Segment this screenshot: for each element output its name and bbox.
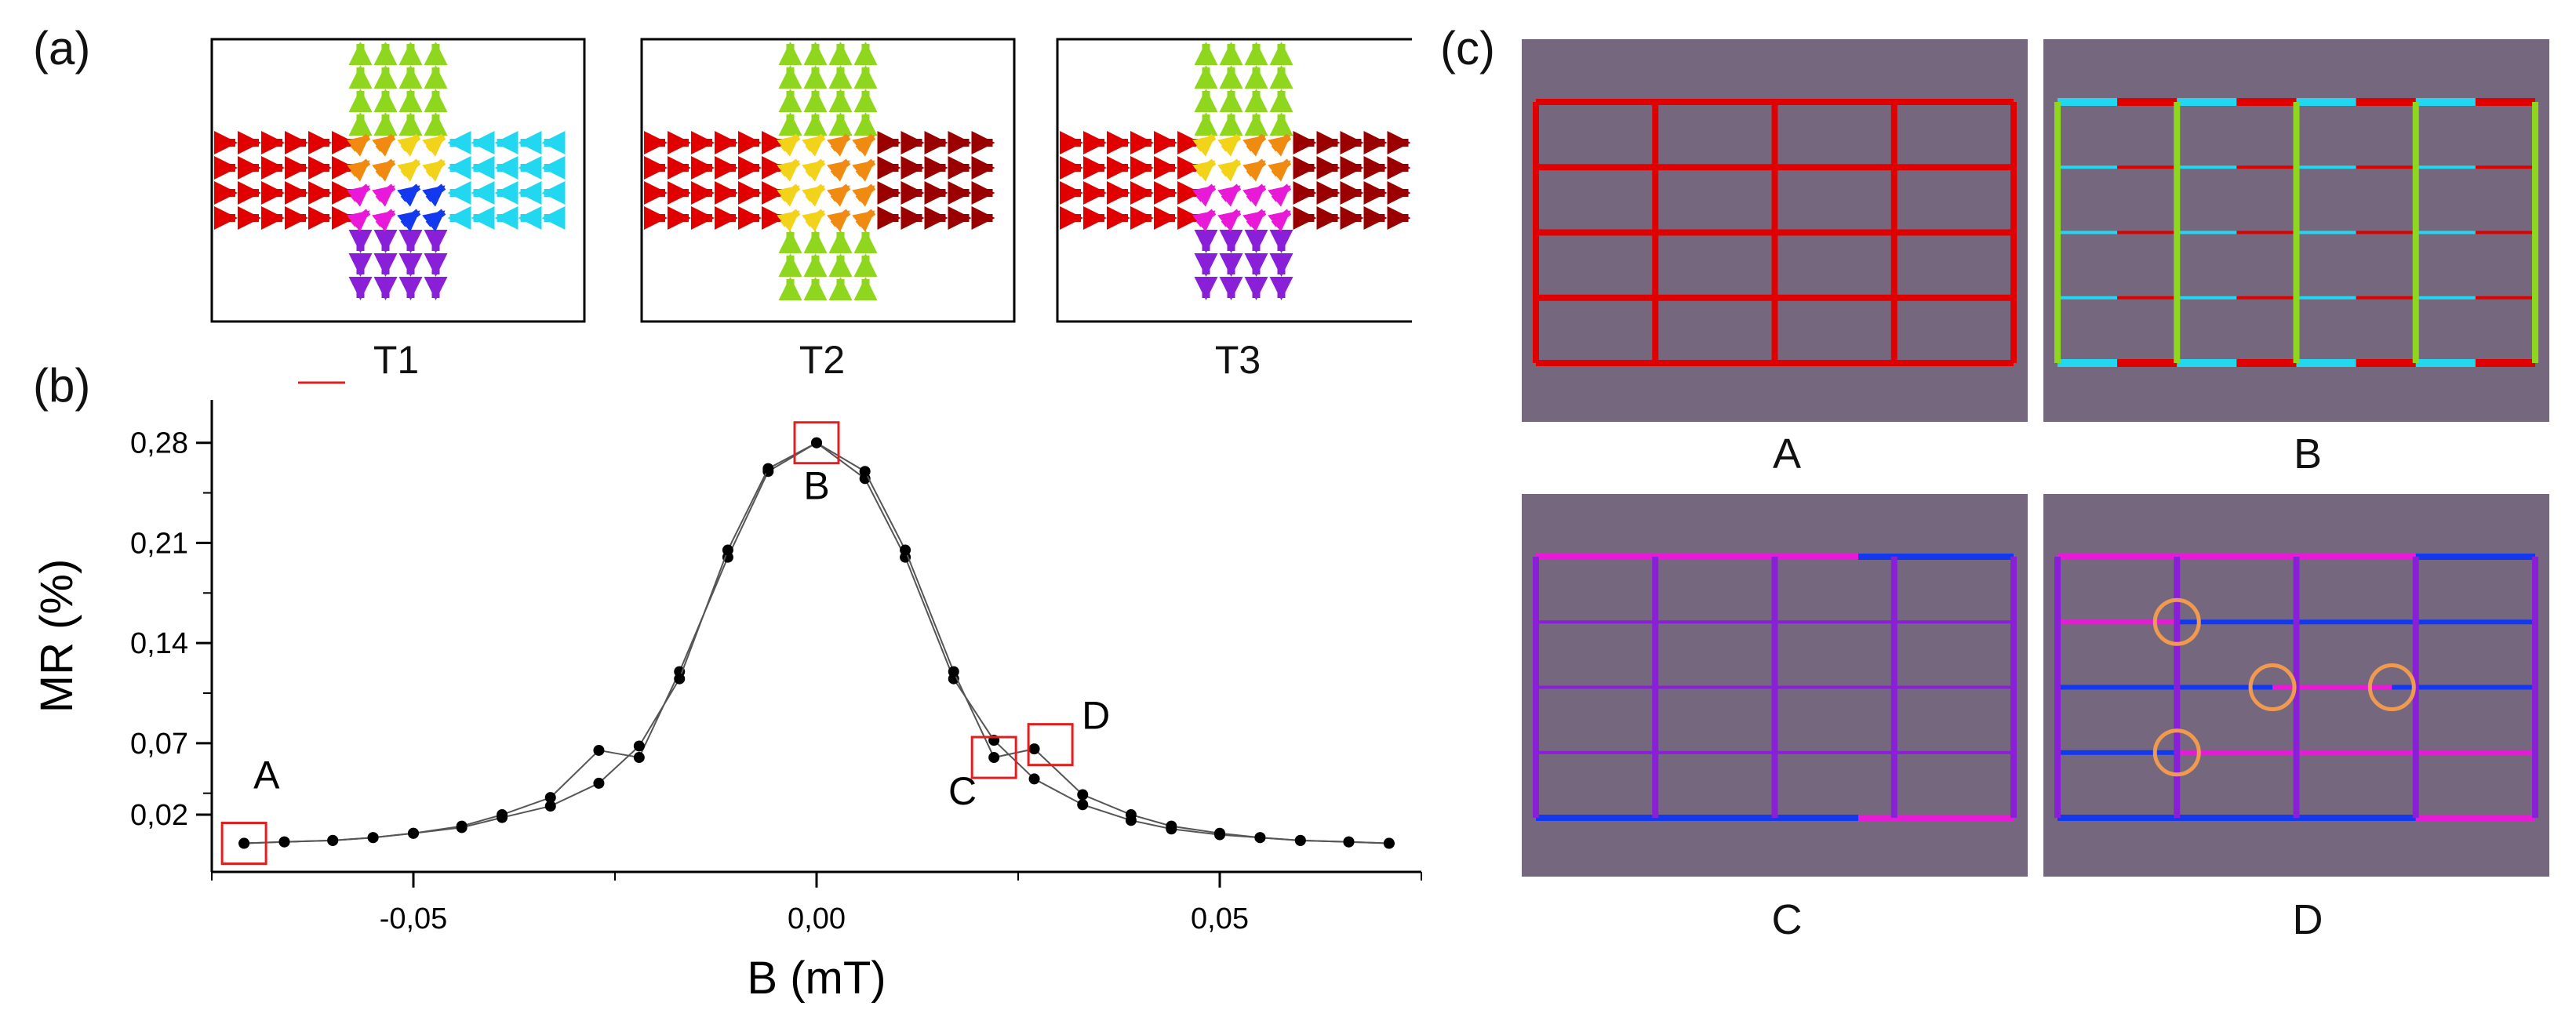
annotation-box-A — [220, 822, 267, 866]
data-point — [722, 544, 733, 556]
lattice-C — [1522, 494, 2028, 877]
data-point — [278, 836, 290, 848]
y-tick-label: 0,02 — [130, 799, 188, 832]
lattice-D — [2043, 494, 2549, 877]
grid-label-D: D — [2292, 896, 2323, 943]
grid-label-C: C — [1771, 896, 1803, 943]
data-point — [1383, 837, 1395, 849]
data-point — [408, 827, 419, 839]
data-point — [988, 752, 1000, 764]
data-point — [497, 812, 508, 823]
annotation-box-C — [970, 735, 1017, 779]
data-point — [900, 544, 911, 556]
defect-circle — [2152, 728, 2201, 777]
y-tick-label: 0,28 — [130, 427, 188, 460]
y-tick-label: 0,21 — [130, 527, 188, 560]
data-point — [948, 666, 959, 677]
data-point — [367, 832, 379, 844]
data-point — [327, 834, 339, 846]
x-axis-label: B (mT) — [747, 953, 886, 1004]
x-tick-label: 0,00 — [788, 902, 846, 935]
mr-chart: -0,05 0,00 0,05 0,02 0,07 0,14 0,21 0,28 B (mT) M… — [31, 381, 1422, 1004]
defect-circle — [2367, 663, 2416, 711]
data-point — [593, 744, 605, 756]
panel-label-b: (b) — [33, 359, 91, 412]
data-point — [1077, 789, 1089, 801]
grid-label-B: B — [2293, 430, 2323, 478]
data-point — [1028, 743, 1040, 755]
annotation-box-D — [1027, 723, 1074, 767]
y-tick-label: 0,07 — [130, 728, 188, 761]
data-point — [456, 822, 468, 833]
data-point — [633, 752, 645, 764]
annotation-label-D: D — [1082, 694, 1110, 738]
x-tick-label: -0,05 — [380, 902, 448, 935]
data-point — [544, 792, 556, 804]
label-T1: T1 — [373, 338, 420, 382]
snapshot-T1 — [210, 38, 586, 323]
data-point — [1294, 834, 1306, 846]
data-point — [674, 673, 686, 685]
data-point — [1028, 773, 1040, 785]
data-point — [593, 777, 605, 789]
annotation-box-B — [793, 421, 840, 465]
data-point — [1343, 836, 1355, 848]
panel-label-a: (a) — [33, 22, 91, 74]
data-point — [544, 801, 556, 812]
grid-label-A: A — [1772, 430, 1802, 478]
y-axis-label: MR (%) — [31, 559, 82, 714]
data-point — [1125, 809, 1137, 821]
y-tick-label: 0,14 — [130, 627, 188, 660]
panel-a-figure — [210, 38, 1412, 323]
data-point — [1166, 820, 1177, 832]
lattice-B — [2043, 39, 2549, 422]
snapshot-T2 — [640, 38, 1016, 323]
label-T2: T2 — [799, 338, 846, 382]
data-point — [859, 466, 871, 478]
data-point — [811, 437, 822, 448]
defect-circle — [2152, 597, 2201, 646]
data-point — [238, 837, 250, 849]
panel-c-figure — [1522, 39, 2549, 877]
annotation-label-C: C — [948, 769, 977, 813]
data-point — [1254, 832, 1266, 844]
defect-circle — [2248, 663, 2297, 711]
annotation-label-B: B — [803, 464, 829, 508]
label-T3: T3 — [1214, 338, 1261, 382]
x-tick-label: 0,05 — [1191, 902, 1249, 935]
data-point — [1214, 827, 1225, 839]
annotation-label-A: A — [253, 754, 280, 797]
lattice-A — [1522, 39, 2028, 422]
snapshot-T3 — [1056, 38, 1412, 323]
data-point — [1077, 799, 1089, 811]
panel-label-c: (c) — [1440, 22, 1495, 74]
data-point — [762, 463, 774, 474]
data-point — [633, 740, 645, 752]
